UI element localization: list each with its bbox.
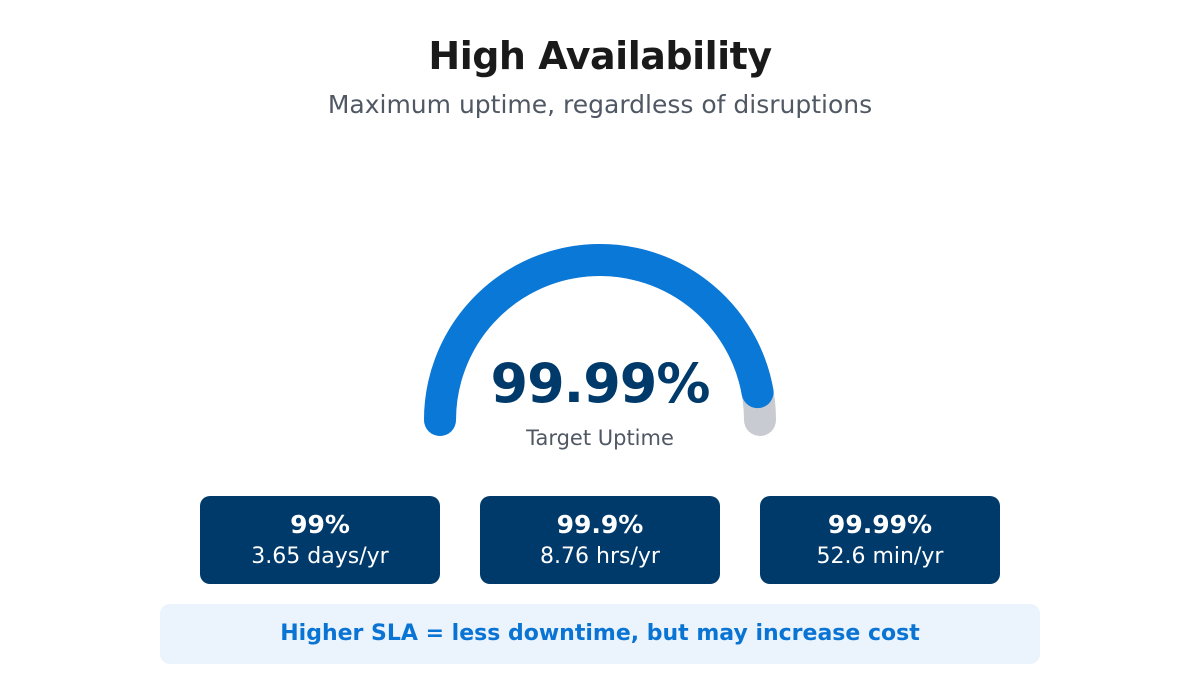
page-title: High Availability: [428, 34, 772, 78]
page-subtitle: Maximum uptime, regardless of disruption…: [327, 90, 873, 119]
sla-tier-card-99-9: 99.9% 8.76 hrs/yr: [480, 496, 720, 584]
gauge-fill: [424, 244, 774, 436]
tier-downtime: 52.6 min/yr: [816, 544, 944, 569]
sla-tier-card-99: 99% 3.65 days/yr: [200, 496, 440, 584]
tier-downtime: 3.65 days/yr: [251, 544, 389, 569]
gauge-caption: Target Uptime: [526, 426, 674, 450]
tier-percent: 99.99%: [827, 510, 933, 539]
sla-cost-note: Higher SLA = less downtime, but may incr…: [160, 604, 1040, 664]
uptime-gauge: [424, 244, 776, 436]
sla-tier-card-99-99: 99.99% 52.6 min/yr: [760, 496, 1000, 584]
tier-percent: 99%: [290, 510, 350, 539]
tier-percent: 99.9%: [556, 510, 644, 539]
gauge-value: 99.99%: [490, 352, 711, 415]
tier-downtime: 8.76 hrs/yr: [540, 544, 660, 569]
